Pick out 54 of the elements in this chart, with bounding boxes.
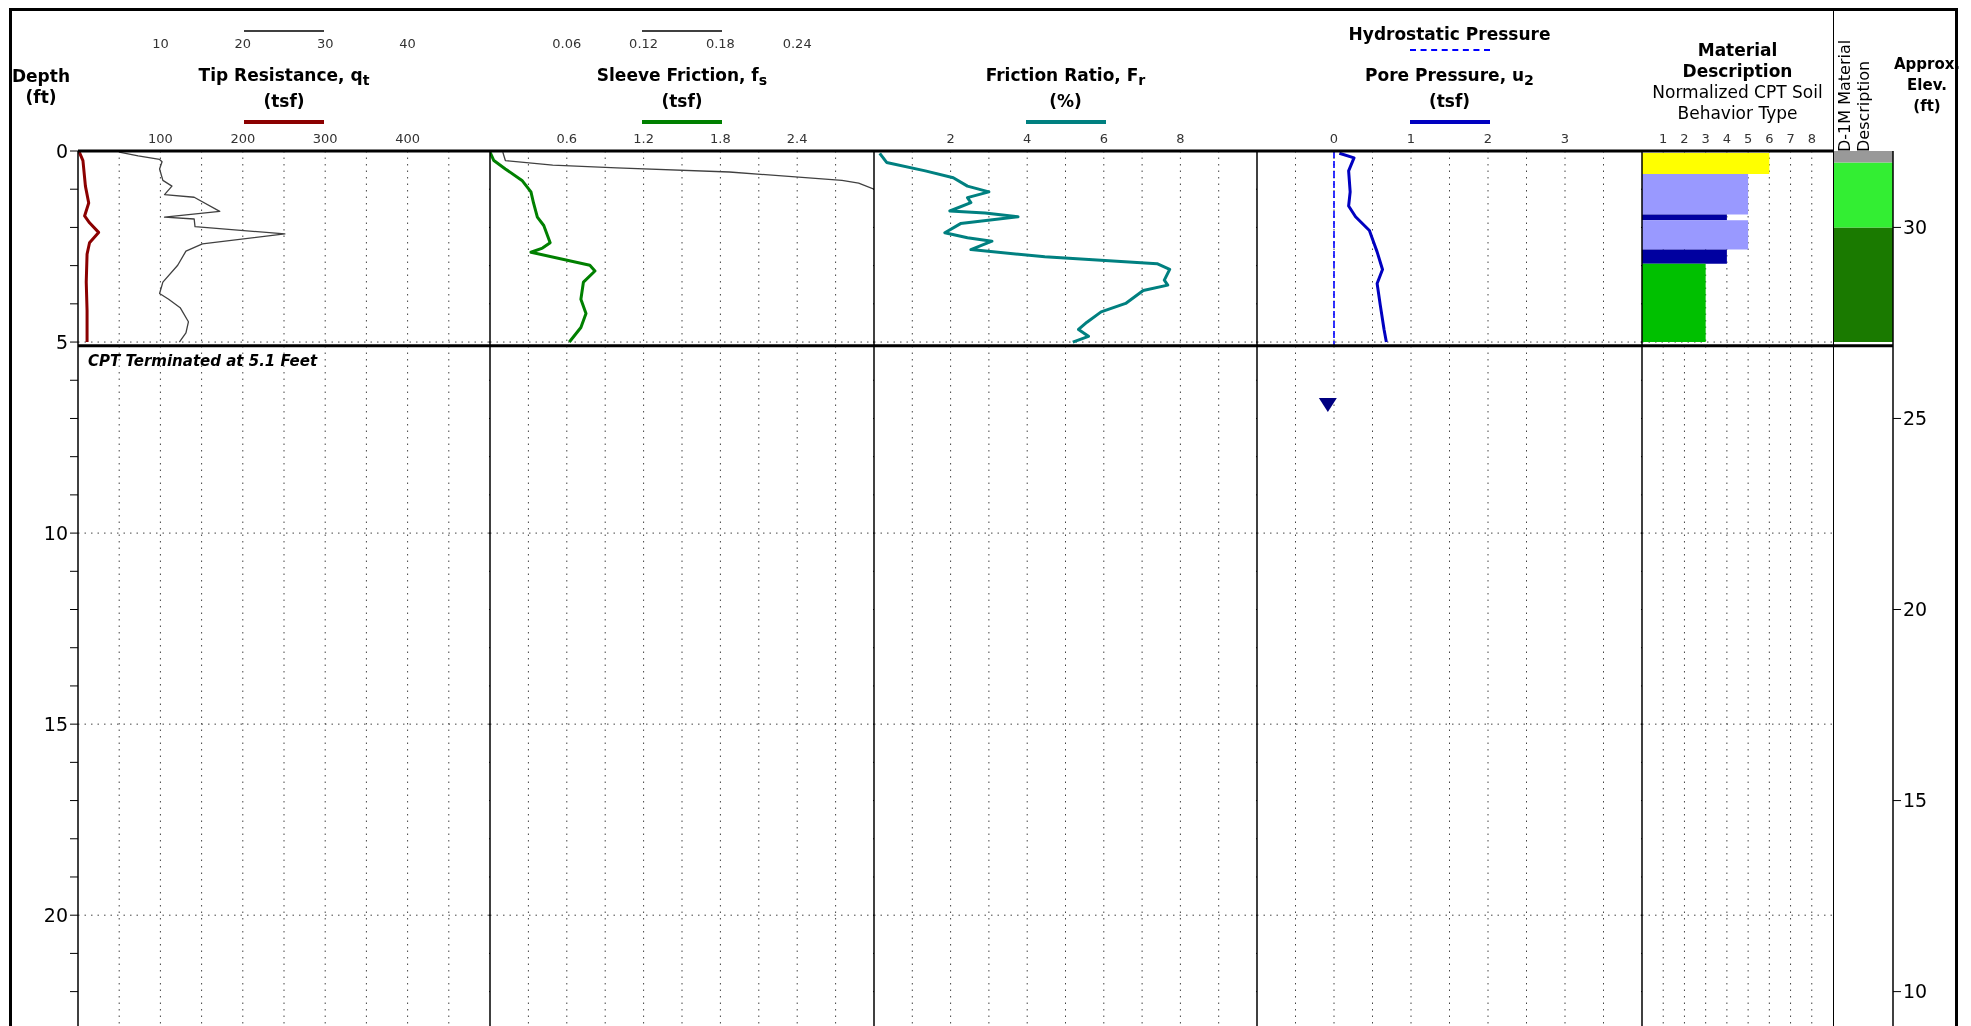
- x2-tick-label: 0.06: [552, 36, 582, 51]
- x-tick-label: 4: [1722, 131, 1732, 146]
- x2-tick-label: 0.18: [705, 36, 735, 51]
- annotation: CPT Terminated at 5.1 Feet: [88, 351, 318, 370]
- x-tick-label: 1: [1406, 131, 1416, 146]
- chart-subtitle: Normalized CPT Soil Behavior Type: [1651, 82, 1824, 124]
- x2-tick-label: 10: [152, 36, 169, 51]
- x-tick-label: 3: [1560, 131, 1570, 146]
- y-tick-label: 20: [43, 903, 68, 926]
- x2-tick-label: 0.12: [629, 36, 659, 51]
- y-tick-label: 25: [1903, 407, 1928, 430]
- x-tick-label: 2: [1680, 131, 1689, 146]
- y-tick-label: 10: [1903, 980, 1928, 1003]
- x-tick-label: 200: [230, 131, 256, 146]
- x-tick-label: 5: [1743, 131, 1753, 146]
- x-tick-label: 1: [1659, 131, 1668, 146]
- x-tick-label: 6: [1099, 131, 1108, 146]
- x-tick-label: 1.8: [710, 131, 731, 146]
- x-tick-label: 2.4: [786, 131, 808, 146]
- y-tick-label: 10: [43, 521, 68, 544]
- x-tick-label: 2: [946, 131, 955, 146]
- x2-tick-label: 20: [234, 36, 252, 51]
- x2-tick-label: 0.24: [782, 36, 812, 51]
- chart-title: D-1M Material Description: [1835, 38, 1874, 152]
- y-tick-label: 30: [1903, 216, 1928, 239]
- x-tick-label: 400: [395, 131, 421, 146]
- bar: [1834, 227, 1893, 343]
- x-tick-label: 0.6: [556, 131, 578, 146]
- x-tick-label: 300: [312, 131, 338, 146]
- x-tick-label: 2: [1483, 131, 1493, 146]
- x-tick-label: 8: [1176, 131, 1185, 146]
- bar: [1834, 162, 1893, 228]
- x-tick-label: 4: [1023, 131, 1032, 146]
- x-tick-label: 3: [1701, 131, 1710, 146]
- y-tick-label: 20: [1903, 598, 1928, 621]
- chart-title: Tip Resistance, q$_{t}$ (tsf): [198, 64, 370, 111]
- bar: [1834, 151, 1893, 163]
- chart-title: Friction Ratio, F$_{r}$ (%): [985, 64, 1146, 111]
- y-tick-label: 15: [43, 712, 68, 735]
- x-tick-label: 8: [1807, 131, 1816, 146]
- chart-title: Pore Pressure, u$_{2}$ (tsf): [1365, 64, 1534, 111]
- x2-tick-label: 30: [316, 36, 334, 51]
- x-tick-label: 1.2: [633, 131, 654, 146]
- x2-tick-label: 40: [399, 36, 416, 51]
- chart-title: Material Description: [1681, 40, 1794, 82]
- y-axis-title: Depth (ft): [10, 66, 71, 108]
- x-tick-label: 6: [1765, 131, 1774, 146]
- y-tick-label: 15: [1903, 789, 1928, 812]
- x-tick-label: 100: [147, 131, 173, 146]
- x-tick-label: 0: [1329, 131, 1339, 146]
- chart-title: Sleeve Friction, f$_{s}$ (tsf): [596, 64, 768, 111]
- x-tick-label: 7: [1786, 131, 1795, 146]
- y-tick-label: 5: [55, 330, 68, 353]
- text: Hydrostatic Pressure: [1347, 24, 1552, 45]
